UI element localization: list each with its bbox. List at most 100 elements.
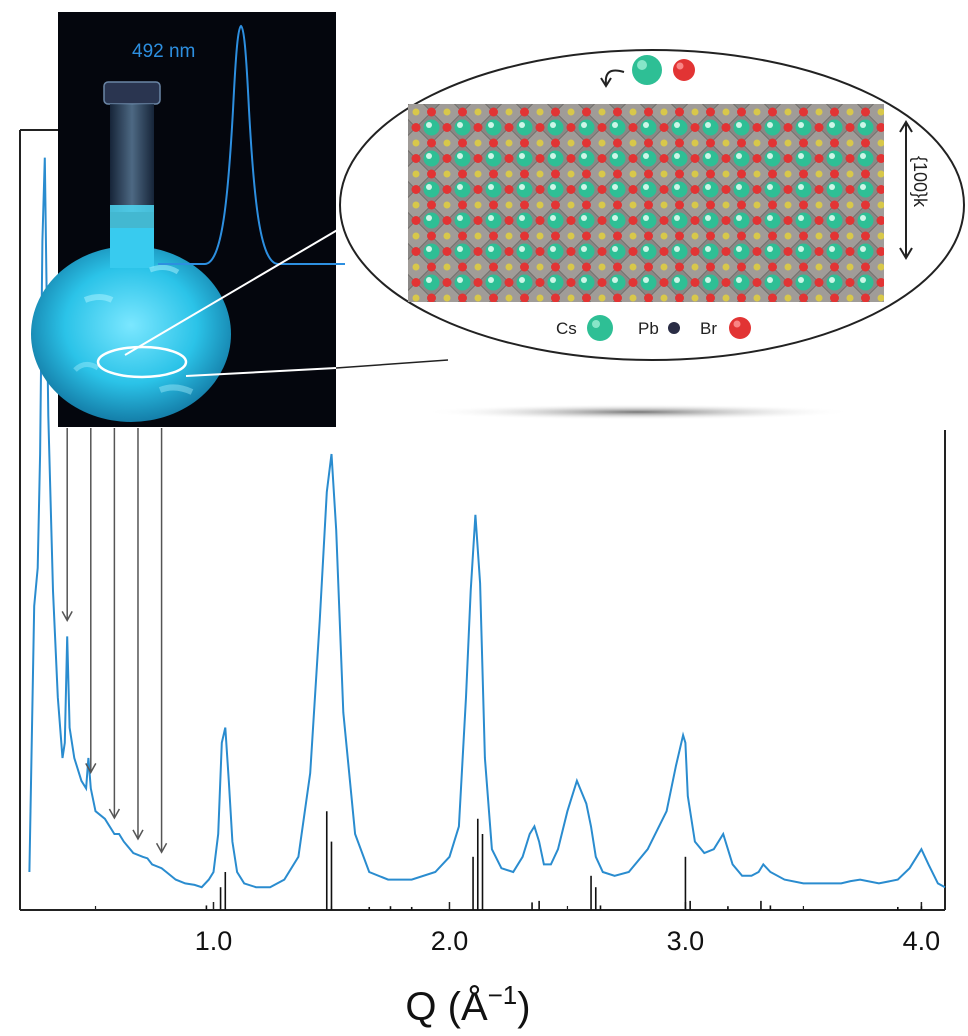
pb-site — [505, 170, 513, 178]
pb-site — [846, 170, 854, 178]
br-atom — [628, 216, 638, 225]
cs-highlight — [829, 184, 835, 190]
pb-site — [598, 232, 606, 240]
cs-highlight — [829, 246, 835, 252]
br-atom — [752, 185, 762, 194]
pb-site — [722, 263, 730, 271]
br-atom — [644, 107, 653, 117]
pb-site — [598, 263, 606, 271]
pb-site — [536, 232, 544, 240]
cs-highlight — [426, 184, 432, 190]
br-atom — [442, 154, 452, 163]
cs-highlight — [550, 215, 556, 221]
cs-atom — [609, 119, 626, 136]
cs-atom — [640, 150, 657, 167]
br-atom — [706, 169, 715, 179]
cs-atom — [702, 119, 719, 136]
cs-highlight — [860, 122, 866, 128]
br-atom — [566, 247, 576, 256]
cs-atom — [609, 243, 626, 260]
pb-site — [691, 201, 699, 209]
cs-atom — [423, 150, 440, 167]
br-atom — [504, 123, 514, 132]
cs-highlight — [674, 277, 680, 283]
cs-highlight — [860, 277, 866, 283]
pb-site — [629, 201, 637, 209]
cs-highlight — [674, 184, 680, 190]
br-atom — [783, 185, 793, 194]
br-atom — [644, 138, 653, 148]
cs-highlight — [860, 246, 866, 252]
br-atom — [427, 138, 436, 148]
br-atom — [690, 185, 700, 194]
emission-wavelength-label: 492 nm — [132, 41, 195, 62]
cs-atom — [578, 150, 595, 167]
cs-highlight — [581, 277, 587, 283]
br-atom — [830, 231, 839, 241]
pb-site — [567, 294, 575, 302]
pb-site — [753, 263, 761, 271]
br-atom — [768, 169, 777, 179]
br-atom — [551, 262, 560, 272]
departing-cs-atom — [632, 55, 662, 85]
cs-atom — [640, 212, 657, 229]
br-atom — [814, 154, 824, 163]
br-atom — [520, 262, 529, 272]
cs-atom — [764, 181, 781, 198]
pb-site — [753, 232, 761, 240]
br-atom — [721, 216, 731, 225]
br-atom — [597, 154, 607, 163]
cs-highlight — [705, 215, 711, 221]
cs-atom — [547, 274, 564, 291]
br-atom — [830, 200, 839, 210]
x-axis-label: Q (Å−1) — [405, 980, 530, 1029]
zoom-line-upper — [124, 211, 369, 356]
cs-atom — [671, 212, 688, 229]
cs-atom — [454, 150, 471, 167]
br-atom — [597, 123, 607, 132]
pb-site — [753, 294, 761, 302]
octahedron — [461, 281, 495, 302]
br-atom — [613, 293, 622, 302]
br-atom — [535, 123, 545, 132]
br-atom — [473, 278, 483, 287]
br-atom — [489, 262, 498, 272]
pb-site — [629, 263, 637, 271]
pb-site — [815, 108, 823, 116]
cs-atom — [733, 212, 750, 229]
br-atom — [675, 200, 684, 210]
legend-br-marker — [729, 317, 751, 339]
br-atom — [799, 231, 808, 241]
ellipse-shadow — [423, 404, 853, 420]
br-atom — [737, 293, 746, 302]
cs-atom — [516, 212, 533, 229]
br-atom — [675, 107, 684, 117]
cs-highlight — [550, 184, 556, 190]
cs-highlight — [829, 122, 835, 128]
pb-site — [412, 108, 420, 116]
cs-atom — [640, 181, 657, 198]
br-atom — [520, 200, 529, 210]
br-atom — [814, 247, 824, 256]
cs-atom — [423, 119, 440, 136]
pb-site — [691, 170, 699, 178]
cs-highlight — [674, 153, 680, 159]
cs-atom — [485, 274, 502, 291]
br-atom — [799, 138, 808, 148]
octahedron — [771, 281, 805, 302]
pb-site — [505, 263, 513, 271]
pb-site — [660, 139, 668, 147]
pb-site — [412, 201, 420, 209]
br-atom — [458, 200, 467, 210]
br-atom — [582, 200, 591, 210]
br-atom — [783, 123, 793, 132]
pb-site — [598, 108, 606, 116]
pb-site — [660, 108, 668, 116]
cs-atom — [485, 212, 502, 229]
br-atom — [768, 107, 777, 117]
pb-site — [567, 232, 575, 240]
cs-atom — [485, 243, 502, 260]
br-atom — [551, 200, 560, 210]
cs-highlight — [860, 153, 866, 159]
cs-atom — [826, 181, 843, 198]
